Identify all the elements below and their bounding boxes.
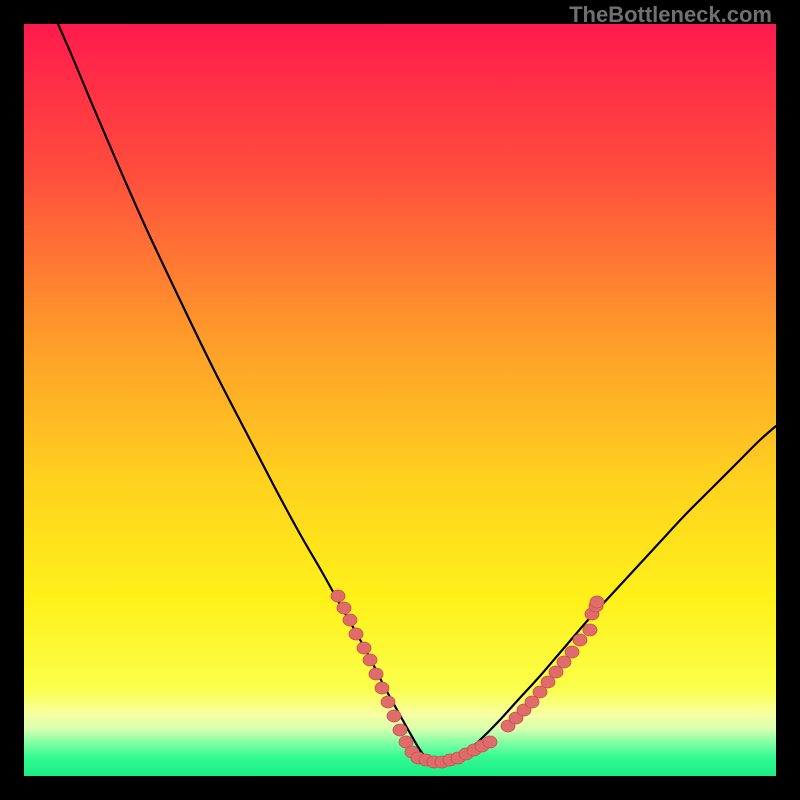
- green-strip: [24, 754, 776, 776]
- frame-border-bottom: [0, 776, 800, 800]
- frame-border-left: [0, 0, 24, 800]
- chart-background: [0, 0, 800, 800]
- chart-root: TheBottleneck.com: [0, 0, 800, 800]
- watermark-text: TheBottleneck.com: [569, 2, 772, 28]
- gradient-fill: [24, 24, 776, 762]
- frame-border-right: [776, 0, 800, 800]
